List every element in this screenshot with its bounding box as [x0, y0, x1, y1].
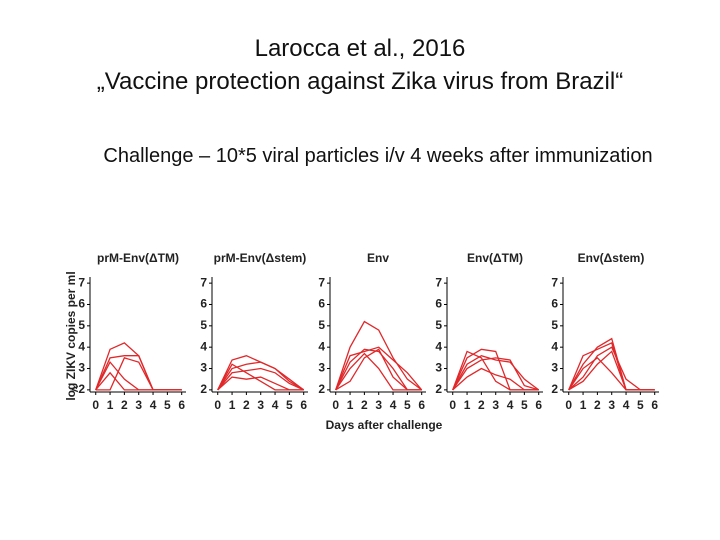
x-tick-label: 2	[243, 398, 250, 412]
y-tick-label: 7	[200, 275, 207, 289]
y-tick-label: 4	[435, 339, 442, 353]
x-tick-label: 4	[623, 398, 630, 412]
x-tick-label: 0	[214, 398, 221, 412]
x-tick-label: 4	[272, 398, 279, 412]
y-tick-label: 3	[78, 361, 85, 375]
x-tick-label: 0	[449, 398, 456, 412]
x-tick-label: 5	[164, 398, 171, 412]
data-line	[217, 367, 304, 391]
data-line	[335, 346, 423, 391]
x-tick-label: 2	[121, 398, 128, 412]
y-tick-label: 4	[318, 339, 325, 353]
x-tick-label: 4	[507, 398, 514, 412]
y-tick-label: 4	[78, 339, 85, 353]
panel-title: Env(ΔTM)	[467, 251, 523, 265]
x-tick-label: 3	[375, 398, 382, 412]
title-line: „Vaccine protection against Zika virus f…	[97, 68, 623, 95]
panel-title: Env	[367, 251, 389, 265]
y-tick-label: 4	[200, 339, 207, 353]
x-tick-label: 5	[521, 398, 528, 412]
y-tick-label: 2	[200, 382, 207, 396]
x-tick-label: 0	[565, 398, 572, 412]
x-axis-label: Days after challenge	[326, 418, 443, 432]
y-tick-label: 7	[435, 275, 442, 289]
x-tick-label: 1	[464, 398, 471, 412]
x-tick-label: 1	[347, 398, 354, 412]
data-line	[335, 320, 423, 391]
y-tick-label: 3	[435, 361, 442, 375]
y-tick-label: 2	[551, 382, 558, 396]
data-line	[452, 357, 539, 391]
y-tick-label: 6	[78, 297, 85, 311]
data-line	[217, 361, 305, 391]
x-tick-label: 1	[580, 398, 587, 412]
data-line	[452, 350, 539, 391]
data-line	[95, 342, 182, 391]
y-tick-label: 5	[318, 318, 325, 332]
x-tick-label: 5	[404, 398, 411, 412]
data-line	[217, 363, 304, 391]
x-tick-label: 3	[608, 398, 615, 412]
x-tick-label: 4	[150, 398, 157, 412]
data-line	[568, 350, 655, 391]
y-tick-label: 5	[200, 318, 207, 332]
subtitle: Challenge – 10*5 viral particles i/v 4 w…	[103, 145, 652, 167]
y-tick-label: 7	[78, 275, 85, 289]
data-line	[568, 346, 655, 391]
y-tick-label: 2	[318, 382, 325, 396]
x-tick-label: 0	[92, 398, 99, 412]
data-line	[95, 360, 182, 391]
y-tick-label: 6	[435, 297, 442, 311]
x-tick-label: 5	[637, 398, 644, 412]
x-tick-label: 5	[286, 398, 293, 412]
x-tick-label: 1	[229, 398, 236, 412]
x-tick-label: 3	[257, 398, 264, 412]
y-tick-label: 2	[435, 382, 442, 396]
y-tick-label: 3	[551, 361, 558, 375]
x-tick-label: 6	[651, 398, 658, 412]
x-tick-label: 2	[594, 398, 601, 412]
x-tick-label: 2	[361, 398, 368, 412]
x-tick-label: 2	[478, 398, 485, 412]
x-tick-label: 4	[390, 398, 397, 412]
panel-title: Env(Δstem)	[578, 251, 645, 265]
data-line	[335, 348, 422, 391]
x-tick-label: 6	[300, 398, 307, 412]
y-tick-label: 6	[318, 297, 325, 311]
x-tick-label: 1	[107, 398, 114, 412]
title-line: Larocca et al., 2016	[255, 35, 466, 62]
data-line	[95, 357, 182, 391]
y-tick-label: 5	[78, 318, 85, 332]
x-tick-label: 6	[535, 398, 542, 412]
x-tick-label: 6	[418, 398, 425, 412]
x-tick-label: 3	[492, 398, 499, 412]
y-tick-label: 3	[200, 361, 207, 375]
y-tick-label: 6	[551, 297, 558, 311]
data-line	[95, 355, 182, 391]
y-tick-label: 4	[551, 339, 558, 353]
y-tick-label: 5	[435, 318, 442, 332]
panel-title: prM-Env(ΔTM)	[97, 251, 179, 265]
y-tick-label: 7	[318, 275, 325, 289]
y-axis-label: log ZIKV copies per ml	[64, 271, 78, 400]
data-line	[452, 355, 540, 391]
data-line	[95, 371, 182, 391]
y-tick-label: 5	[551, 318, 558, 332]
x-tick-label: 3	[135, 398, 142, 412]
y-tick-label: 3	[318, 361, 325, 375]
x-tick-label: 6	[178, 398, 185, 412]
y-tick-label: <2	[71, 382, 85, 396]
y-tick-label: 7	[551, 275, 558, 289]
y-tick-label: 6	[200, 297, 207, 311]
x-tick-label: 0	[332, 398, 339, 412]
panel-title: prM-Env(Δstem)	[214, 251, 307, 265]
data-line	[568, 356, 655, 391]
